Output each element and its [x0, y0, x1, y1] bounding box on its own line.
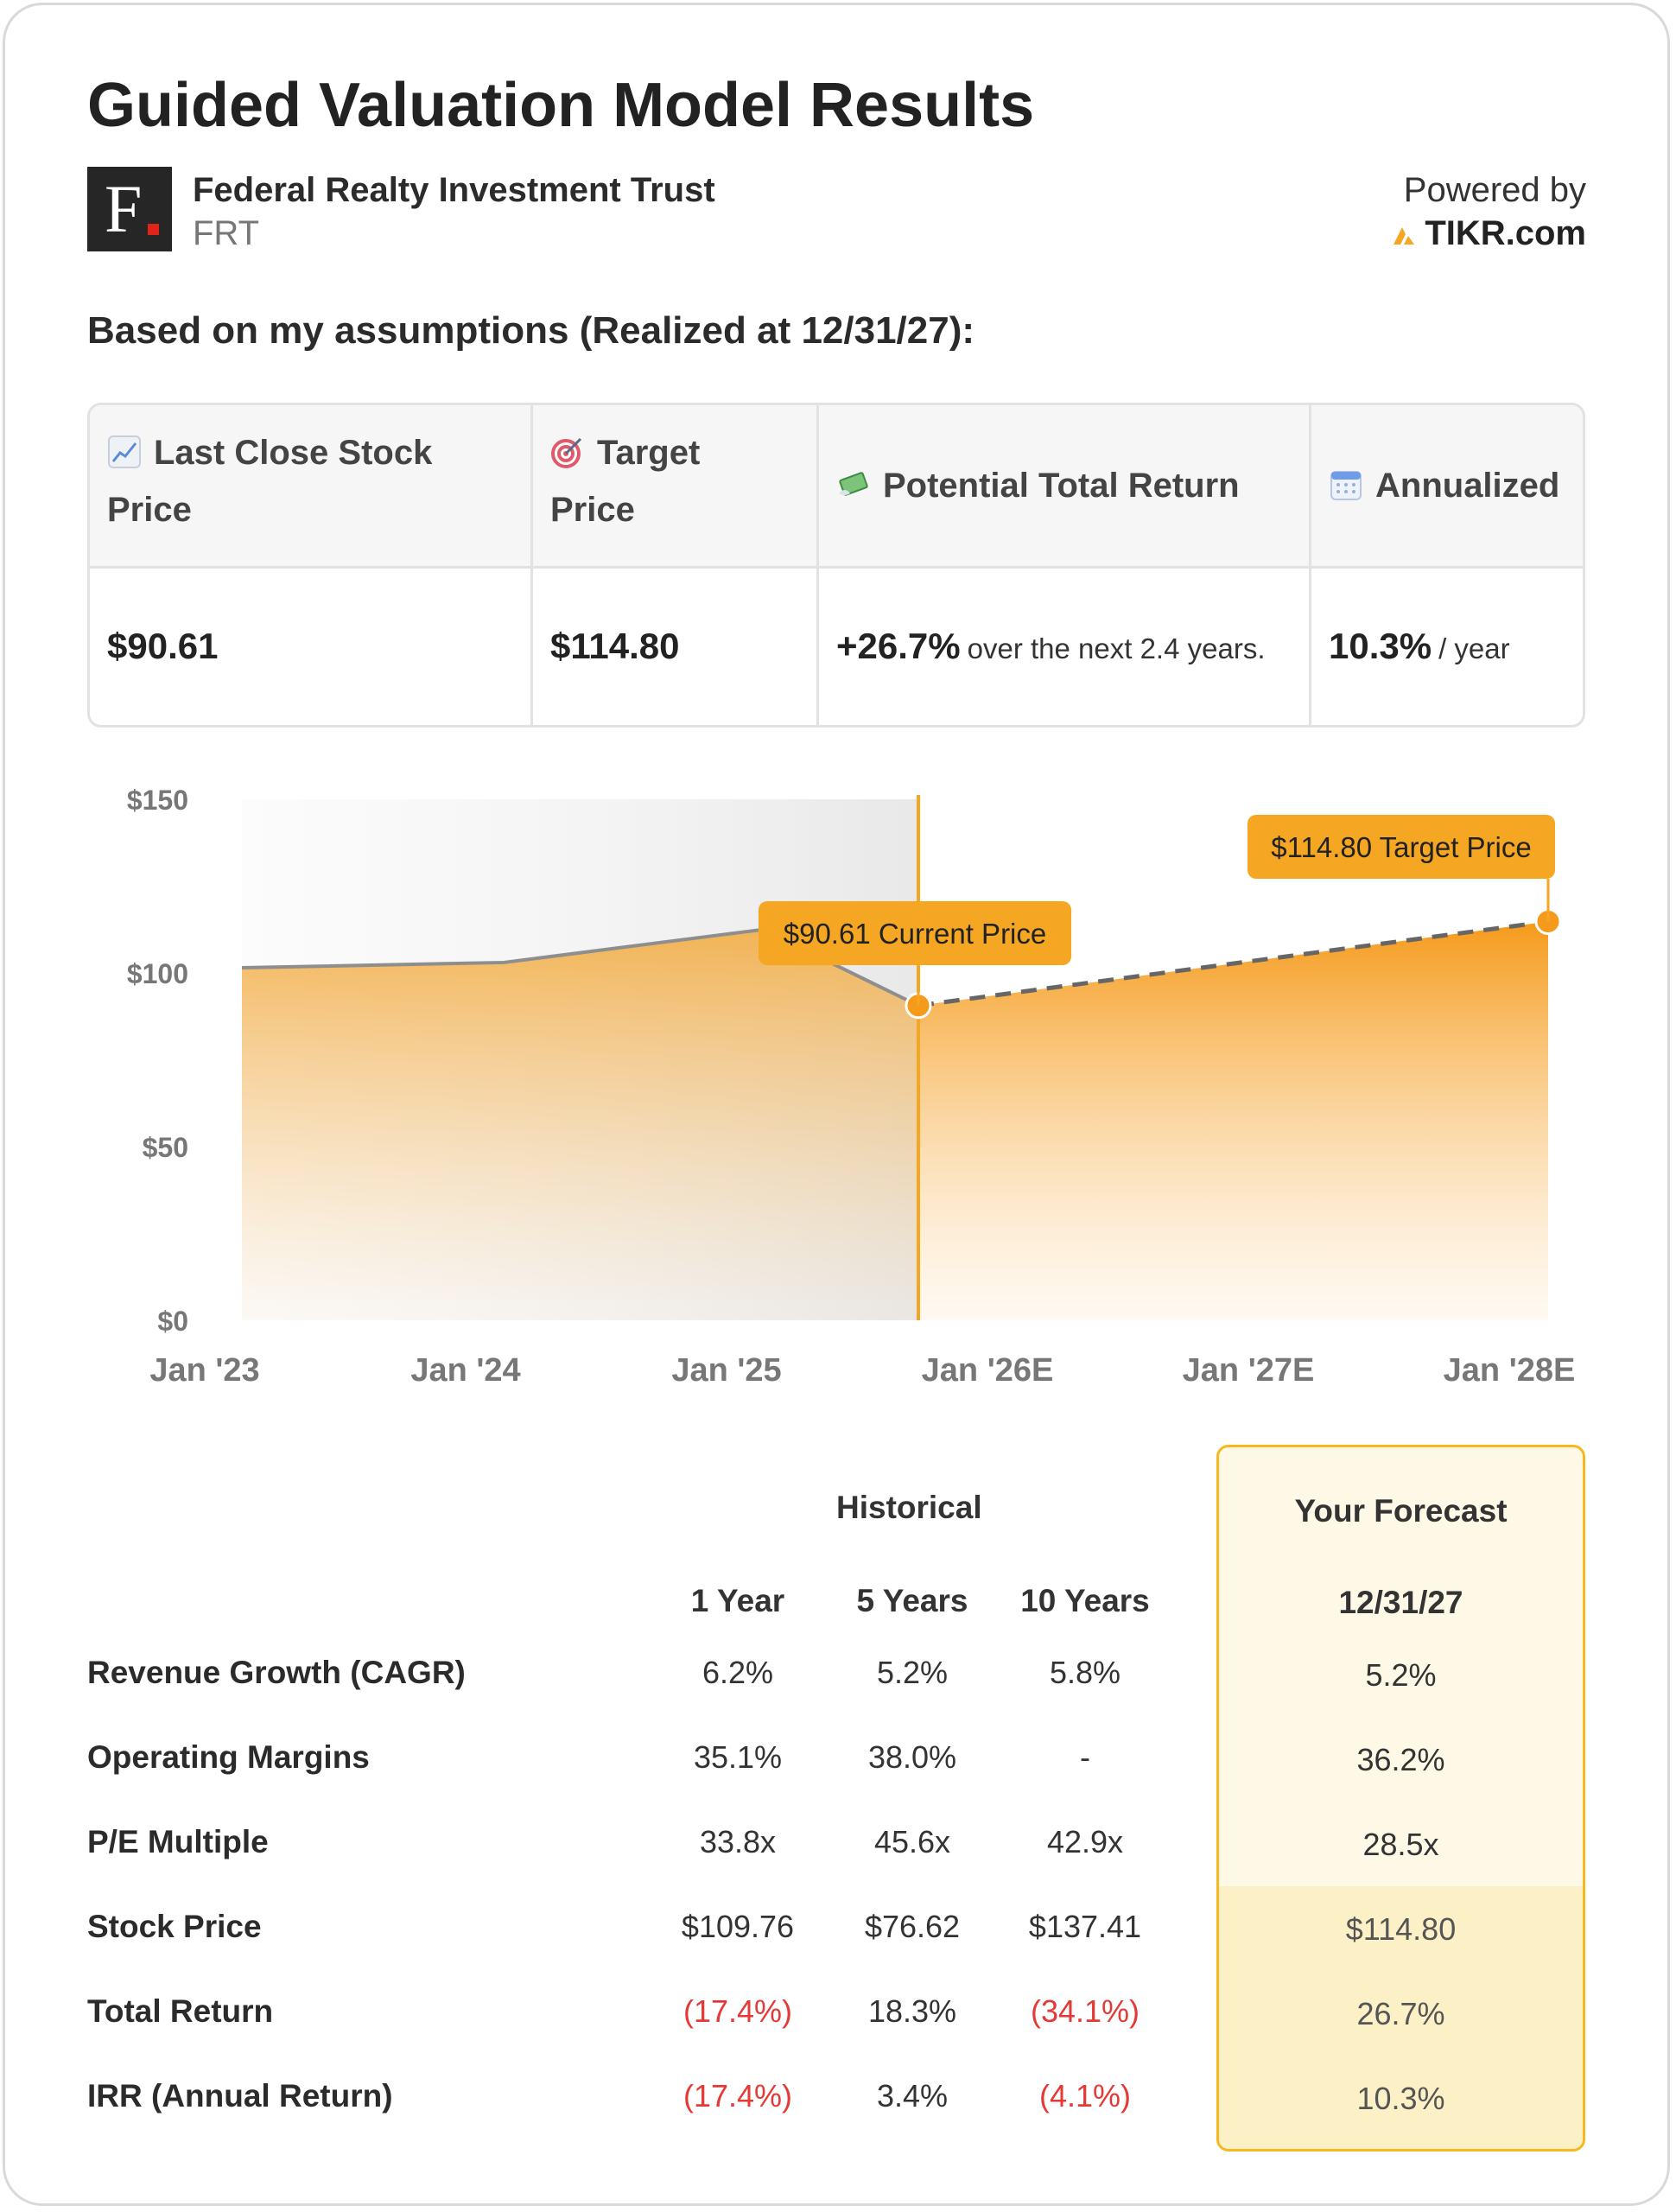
cell-10y: - [1080, 1739, 1090, 1775]
cell-10y: 42.9x [1046, 1824, 1124, 1859]
x-axis-tick-label: Jan '23 [149, 1352, 259, 1389]
current-price-callout-box [759, 901, 1071, 965]
cell-5y: 45.6x [873, 1824, 951, 1859]
cell-1y: 6.2% [702, 1655, 774, 1690]
y-axis-tick-label: $50 [143, 1132, 188, 1163]
cell-1y: 35.1% [693, 1739, 783, 1775]
x-axis-tick-label: Jan '27E [1183, 1352, 1315, 1389]
cell-forecast: 28.5x [1362, 1827, 1439, 1862]
historical-area [242, 929, 918, 1320]
chart-increasing-icon [108, 435, 141, 468]
cell-1y: $109.76 [681, 1909, 795, 1944]
cell-forecast: 36.2% [1356, 1742, 1445, 1777]
target-value: $114.80 [550, 626, 680, 666]
assumption-heading: Based on my assumptions (Realized at 12/… [87, 309, 975, 352]
target-price-callout-box [1247, 815, 1555, 879]
target-label: Target Price [550, 434, 701, 529]
stats-row-irr: IRR (Annual Return) (17.4%) 3.4% (4.1%) … [0, 2078, 1676, 2130]
company-logo: F [87, 167, 172, 251]
logo-dot [148, 224, 159, 235]
forecast-panel-highlight [1219, 1886, 1583, 2149]
stats-table: Historical Your Forecast 1 Year 5 Years … [0, 1434, 1676, 2169]
row-label: IRR (Annual Return) [87, 2078, 393, 2113]
cell-10y: 5.8% [1049, 1655, 1121, 1690]
column-header-10y: 10 Years [1020, 1583, 1150, 1618]
cell-10y: (34.1%) [1030, 1993, 1140, 2029]
summary-header-cell: Target Price [533, 405, 816, 569]
forecast-date: 12/31/27 [1338, 1585, 1463, 1620]
summary-header-cell: Annualized [1311, 405, 1583, 569]
x-axis-tick-label: Jan '25 [671, 1352, 781, 1389]
summary-col-target: Target Price $114.80 [533, 405, 819, 725]
column-header-5y: 5 Years [856, 1583, 968, 1618]
potential-return-value: +26.7% over the next 2.4 years. [836, 626, 1266, 666]
cell-5y: 5.2% [876, 1655, 949, 1690]
tikr-brand-link[interactable]: TIKR.com [1392, 214, 1586, 253]
historical-price-line [241, 927, 919, 1007]
cell-10y: $137.41 [1028, 1909, 1142, 1944]
stats-row-operating-margins: Operating Margins 35.1% 38.0% - 36.2% [0, 1739, 1676, 1791]
forecast-area [918, 921, 1548, 1320]
y-axis-tick-label: $150 [127, 785, 188, 816]
stats-row-pe-multiple: P/E Multiple 33.8x 45.6x 42.9x 28.5x [0, 1824, 1676, 1876]
cell-forecast: 26.7% [1356, 1996, 1445, 2031]
target-price-callout-label: $114.80 Target Price [1271, 831, 1531, 863]
cell-5y: 3.4% [876, 2078, 949, 2113]
target-icon [551, 437, 582, 468]
forecast-price-line [917, 919, 1549, 1008]
historical-heading: Historical [836, 1490, 982, 1525]
summary-col-annualized: Annualized 10.3% / year [1311, 405, 1583, 725]
stats-row-revenue-growth: Revenue Growth (CAGR) 6.2% 5.2% 5.8% 5.2… [0, 1655, 1676, 1707]
current-price-callout-label: $90.61 Current Price [784, 918, 1047, 950]
page-title: Guided Valuation Model Results [87, 71, 1035, 140]
last-close-label: Last Close Stock Price [107, 434, 433, 529]
forecast-panel [1216, 1445, 1585, 2152]
summary-header-cell: Last Close Stock Price [90, 405, 530, 569]
cell-10y: (4.1%) [1038, 2078, 1132, 2113]
row-label: Revenue Growth (CAGR) [87, 1655, 466, 1690]
annualized-label: Annualized [1329, 457, 1578, 514]
potential-return-label: Potential Total Return [836, 457, 1298, 514]
x-axis-tick-label: Jan '26E [922, 1352, 1054, 1389]
y-axis-tick-label: $100 [127, 958, 188, 989]
x-axis-tick-label: Jan '28E [1444, 1352, 1576, 1389]
price-chart: $90.61 Current Price $114.80 Target Price… [127, 785, 1576, 1389]
cell-1y: (17.4%) [682, 1993, 793, 2029]
row-label: Total Return [87, 1993, 274, 2029]
cell-1y: (17.4%) [682, 2078, 793, 2113]
company-name: Federal Realty Investment Trust [193, 171, 715, 209]
money-with-wings-icon [839, 472, 868, 496]
cell-forecast: 10.3% [1356, 2081, 1445, 2116]
logo-letter: F [105, 171, 143, 246]
cell-5y: $76.62 [864, 1909, 961, 1944]
cell-1y: 33.8x [699, 1824, 777, 1859]
x-axis-tick-label: Jan '24 [410, 1352, 520, 1389]
stats-row-total-return: Total Return (17.4%) 18.3% (34.1%) 26.7% [0, 1993, 1676, 2045]
cell-forecast: 5.2% [1365, 1657, 1437, 1693]
stats-row-stock-price: Stock Price $109.76 $76.62 $137.41 $114.… [0, 1909, 1676, 1961]
cell-5y: 38.0% [867, 1739, 957, 1775]
calendar-icon [1330, 471, 1362, 500]
ticker-symbol: FRT [193, 214, 260, 252]
powered-by-label: Powered by [1403, 171, 1586, 209]
tikr-logo-icon [1393, 227, 1415, 245]
cell-5y: 18.3% [867, 1993, 957, 2029]
row-label: P/E Multiple [87, 1824, 269, 1859]
tikr-brand-text: TIKR.com [1425, 214, 1586, 252]
summary-header-cell: Potential Total Return [819, 405, 1309, 569]
summary-col-potential: Potential Total Return +26.7% over the ne… [819, 405, 1311, 725]
annualized-value: 10.3% / year [1329, 626, 1510, 666]
summary-table: Last Close Stock Price $90.61 Target Price… [87, 403, 1585, 728]
row-label: Operating Margins [87, 1739, 370, 1775]
forecast-heading: Your Forecast [1294, 1493, 1508, 1529]
summary-col-last-close: Last Close Stock Price $90.61 [90, 405, 533, 725]
cell-forecast: $114.80 [1345, 1911, 1457, 1947]
last-close-value: $90.61 [107, 626, 219, 666]
y-axis-tick-label: $0 [157, 1306, 188, 1337]
row-label: Stock Price [87, 1909, 262, 1944]
column-header-1y: 1 Year [690, 1583, 785, 1618]
